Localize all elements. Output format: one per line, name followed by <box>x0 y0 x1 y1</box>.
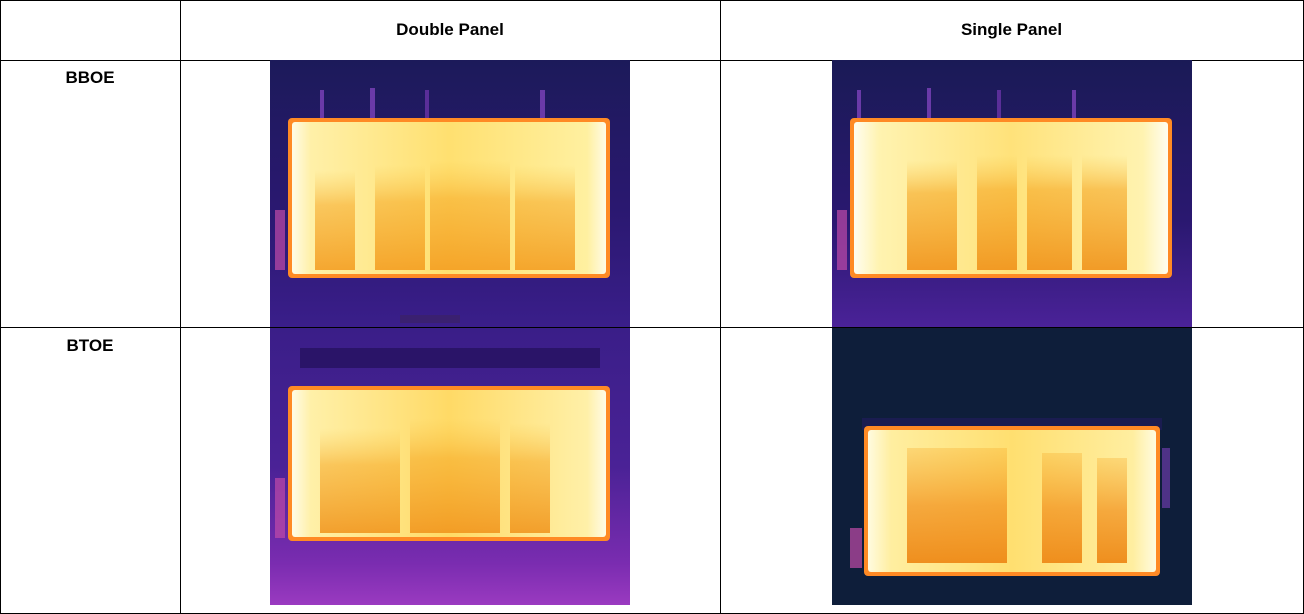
table-row-divider <box>0 327 1304 328</box>
row-label-bboe: BBOE <box>65 68 115 87</box>
table-border-left <box>0 0 1 614</box>
thermal-image-btoe-double-panel <box>270 328 630 605</box>
thermal-image-bboe-single-panel <box>832 60 1192 327</box>
table-header-divider <box>0 60 1304 61</box>
table-col-divider-1 <box>180 0 181 614</box>
header-double-panel: Double Panel <box>396 20 504 39</box>
row-label-btoe: BTOE <box>66 336 114 355</box>
table-border-top <box>0 0 1304 1</box>
header-single-panel: Single Panel <box>960 20 1063 39</box>
thermal-image-btoe-single-panel <box>832 328 1192 605</box>
table-col-divider-2 <box>720 0 721 614</box>
thermal-image-bboe-double-panel <box>270 60 630 327</box>
